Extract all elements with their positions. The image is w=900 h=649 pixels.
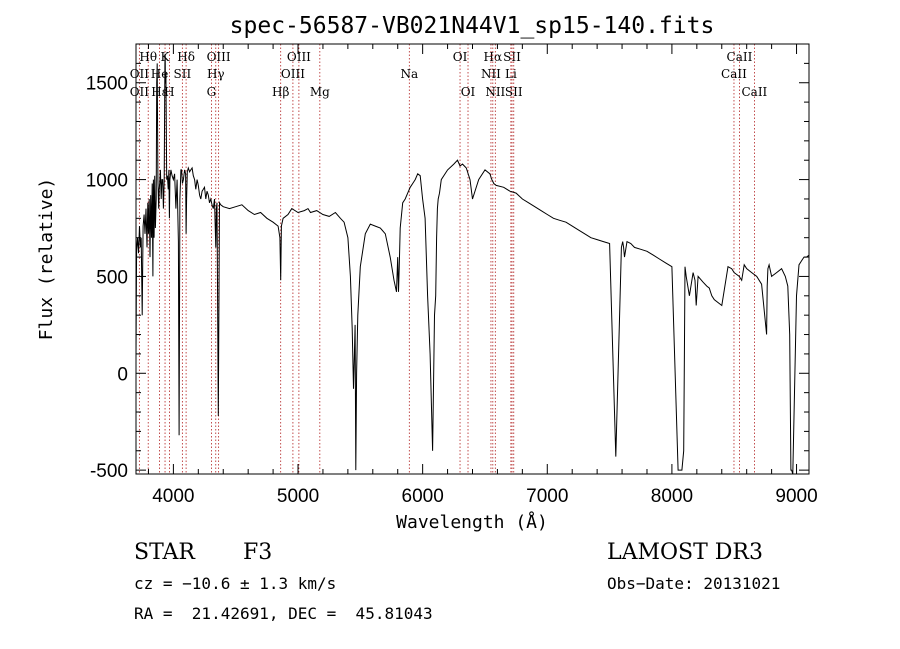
y-tick-label: 500 xyxy=(96,267,128,288)
marker-label: SII xyxy=(174,67,192,81)
survey-name: LAMOST DR3 xyxy=(607,540,763,565)
marker-label: G xyxy=(207,85,217,99)
marker-label: Hγ xyxy=(207,67,225,81)
marker-label: Hε xyxy=(151,85,168,99)
x-tick-label: 7000 xyxy=(526,486,568,507)
axis-ticks: 4000 5000 6000 7000 8000 9000 -500 0 500 1000 1500 xyxy=(86,43,818,507)
plot-frame xyxy=(135,43,810,475)
marker-label: Li xyxy=(505,67,517,81)
coordinates-text: RA = 21.42691, DEC = 45.81043 xyxy=(134,604,433,623)
marker-label: OI xyxy=(453,50,468,64)
marker-label: Hβ xyxy=(272,85,289,99)
marker-label: CaII xyxy=(721,67,747,81)
marker-label: Hθ xyxy=(139,50,157,64)
y-tick-label: 1000 xyxy=(86,171,128,192)
object-subclass: F3 xyxy=(243,540,273,565)
redshift-text: cz = −10.6 ± 1.3 km/s xyxy=(134,574,337,593)
marker-label: OIII xyxy=(207,50,231,64)
y-axis-label: Flux (relative) xyxy=(36,178,57,341)
spectrum-line xyxy=(135,53,810,475)
y-tick-label: 1500 xyxy=(86,74,128,95)
marker-label: NII xyxy=(485,85,505,99)
x-tick-label: 8000 xyxy=(651,486,693,507)
y-tick-label: -500 xyxy=(90,461,128,482)
x-tick-label: 4000 xyxy=(152,486,194,507)
marker-label: OIII xyxy=(281,67,305,81)
marker-label: CaII xyxy=(727,50,753,64)
marker-label: Mg xyxy=(310,85,330,99)
marker-label: Hα xyxy=(484,50,503,64)
x-tick-label: 5000 xyxy=(277,486,319,507)
marker-label: SII xyxy=(505,85,523,99)
chart-title: spec-56587-VB021N44V1_sp15-140.fits xyxy=(230,13,715,39)
marker-label: Na xyxy=(400,67,418,81)
marker-label: Hδ xyxy=(177,50,195,64)
obs-date-text: Obs−Date: 20131021 xyxy=(607,574,781,593)
marker-label: OI xyxy=(461,85,476,99)
marker-label: NII xyxy=(481,67,501,81)
marker-label: OII xyxy=(130,85,150,99)
y-tick-label: 0 xyxy=(117,364,128,385)
marker-label: OII xyxy=(130,67,150,81)
object-class: STAR xyxy=(134,540,195,565)
x-tick-label: 6000 xyxy=(402,486,444,507)
x-axis-label: Wavelength (Å) xyxy=(396,511,548,533)
marker-label: CaII xyxy=(741,85,767,99)
marker-label: H xyxy=(164,85,174,99)
x-tick-label: 9000 xyxy=(775,486,817,507)
marker-label: OIII xyxy=(287,50,311,64)
marker-label: He xyxy=(151,67,169,81)
marker-label: SII xyxy=(503,50,521,64)
